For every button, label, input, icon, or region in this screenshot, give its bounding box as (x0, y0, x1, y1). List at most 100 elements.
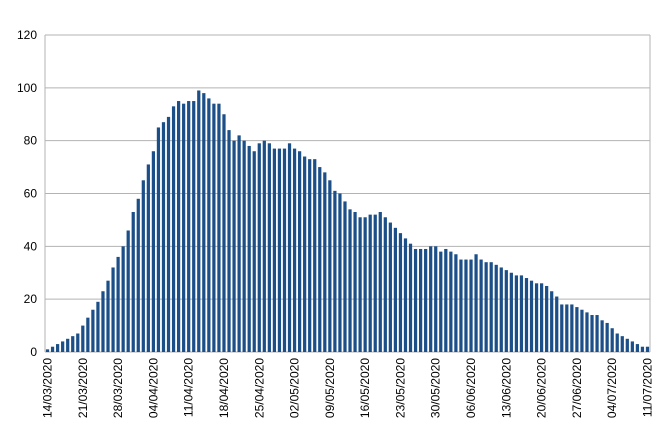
bar (55, 344, 60, 352)
y-tick-label: 80 (24, 134, 38, 148)
bar (645, 346, 650, 352)
bar (565, 304, 569, 352)
bar (217, 103, 221, 352)
bar (66, 338, 70, 352)
bar (297, 151, 302, 352)
bar (479, 259, 483, 352)
bar (232, 140, 236, 352)
bar (605, 322, 609, 352)
bar (192, 101, 196, 353)
bar (131, 211, 135, 352)
bar (277, 148, 282, 352)
bar (287, 143, 292, 352)
bar (625, 338, 629, 352)
bar (529, 280, 534, 352)
x-tick-label: 11/07/2020 (640, 358, 654, 417)
bar (86, 317, 90, 352)
x-tick-label: 27/06/2020 (570, 358, 584, 418)
bar (91, 309, 95, 352)
bar (45, 349, 50, 352)
x-tick-label: 30/05/2020 (429, 358, 443, 418)
bar (136, 198, 140, 352)
bar (50, 346, 55, 352)
bar (237, 135, 241, 352)
bar (640, 346, 645, 352)
bar (429, 246, 433, 352)
x-tick-label: 20/06/2020 (535, 358, 549, 418)
bar (303, 156, 307, 352)
bar (171, 106, 176, 352)
bar (570, 304, 574, 352)
x-tick-label: 09/05/2020 (323, 358, 337, 418)
bar (101, 291, 105, 352)
bar (484, 262, 488, 352)
bar (494, 264, 498, 352)
bar (393, 227, 398, 352)
bar (595, 315, 599, 352)
bar (373, 214, 377, 352)
bar (308, 159, 312, 352)
bar (106, 280, 110, 352)
bar (166, 116, 171, 353)
bar (176, 101, 181, 353)
bar (600, 320, 604, 352)
bar (555, 296, 559, 352)
bar (514, 275, 519, 352)
bar (383, 217, 387, 352)
bar (272, 148, 277, 352)
bar (187, 101, 191, 353)
bar (318, 167, 322, 352)
bar (408, 243, 413, 352)
bar (313, 159, 317, 352)
bar (388, 222, 392, 352)
bar (524, 278, 529, 352)
bar (292, 148, 297, 352)
bar (449, 251, 453, 352)
bar (242, 140, 246, 352)
y-tick-label: 60 (24, 187, 38, 201)
bar (61, 341, 65, 352)
bar (111, 267, 115, 352)
bar (575, 307, 579, 352)
bar (126, 230, 130, 352)
y-tick-label: 100 (17, 81, 37, 95)
bar (434, 246, 438, 352)
bar (534, 283, 539, 352)
bar (202, 93, 206, 352)
bar (262, 140, 266, 352)
x-tick-label: 28/03/2020 (111, 358, 125, 418)
bar (141, 180, 145, 352)
bar (418, 248, 423, 352)
bar (156, 127, 161, 352)
bar (227, 130, 231, 352)
x-tick-label: 14/03/2020 (41, 358, 55, 418)
bar (343, 201, 347, 352)
bar (121, 246, 125, 352)
bar (333, 190, 337, 352)
bar (328, 180, 332, 352)
bar (550, 291, 554, 352)
bar (545, 285, 549, 352)
bar (413, 248, 418, 352)
x-tick-label: 23/05/2020 (393, 358, 407, 418)
bar (146, 164, 150, 352)
bar (469, 259, 473, 352)
bar (590, 315, 594, 352)
bar (464, 259, 468, 352)
bar (338, 193, 342, 352)
x-tick-label: 04/07/2020 (605, 358, 619, 418)
x-tick-label: 21/03/2020 (76, 358, 90, 418)
bar (459, 259, 463, 352)
bar (207, 98, 211, 353)
bar (439, 251, 443, 352)
bar (539, 283, 544, 352)
bar (615, 333, 619, 352)
bar (76, 333, 80, 352)
bar (489, 262, 493, 352)
x-tick-label: 13/06/2020 (499, 358, 513, 418)
bar (630, 341, 634, 352)
bar (368, 214, 372, 352)
y-tick-label: 40 (24, 239, 38, 253)
bar (444, 248, 448, 352)
